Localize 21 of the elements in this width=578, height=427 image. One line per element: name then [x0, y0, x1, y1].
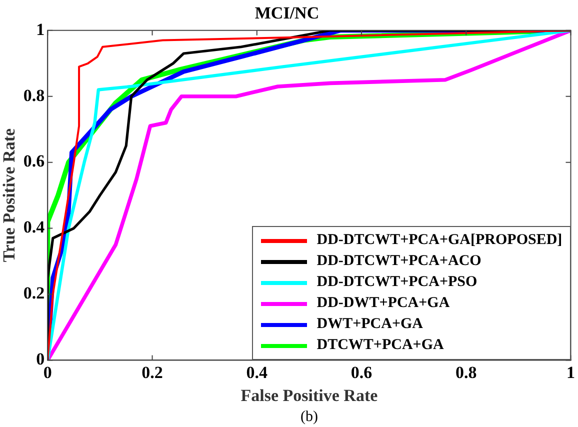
- x-tick-label: 0.8: [456, 362, 477, 382]
- legend-label: DWT+PCA+GA: [316, 316, 424, 334]
- text: (b): [300, 409, 318, 425]
- legend-label: DD-DTCWT+PCA+GA[PROPOSED]: [316, 232, 562, 250]
- legend-label: DTCWT+PCA+GA: [316, 337, 444, 354]
- legend-label: DD-DTCWT+PCA+PSO: [316, 274, 478, 292]
- x-tick-label: 0.6: [350, 362, 372, 382]
- legend-label: DD-DWT+PCA+GA: [316, 295, 450, 312]
- y-tick-label: 0.2: [23, 284, 45, 303]
- y-tick-label: 0: [36, 350, 45, 369]
- y-tick-label: 0.4: [23, 218, 46, 237]
- x-axis-title: False Positive Rate: [240, 386, 378, 406]
- legend-label: DD-DTCWT+PCA+ACO: [316, 253, 482, 270]
- x-tick-label: 0.4: [246, 362, 268, 382]
- y-tick-label: 0.8: [23, 86, 45, 105]
- x-tick-label: 0.2: [142, 362, 163, 382]
- chart-title: MCI/NC: [254, 4, 320, 23]
- y-tick-label: 0.6: [23, 152, 45, 171]
- y-axis-title: True Positive Rate: [0, 128, 19, 262]
- x-tick-label: 1: [566, 362, 575, 382]
- y-tick-label: 1: [36, 20, 45, 39]
